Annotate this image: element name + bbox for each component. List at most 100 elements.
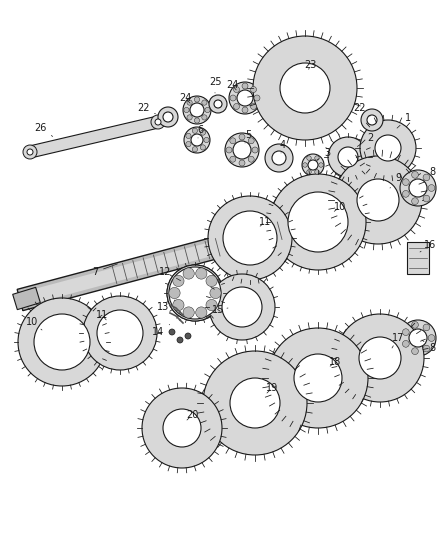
Circle shape: [222, 287, 262, 327]
Circle shape: [361, 109, 383, 131]
Circle shape: [194, 118, 200, 123]
Circle shape: [186, 141, 191, 147]
Text: 10: 10: [334, 202, 346, 212]
Circle shape: [409, 179, 427, 197]
Circle shape: [206, 300, 217, 311]
Circle shape: [251, 103, 257, 109]
Text: 26: 26: [34, 123, 53, 136]
Circle shape: [226, 147, 232, 153]
Text: 3: 3: [317, 148, 330, 160]
Circle shape: [169, 329, 175, 335]
Text: 10: 10: [26, 317, 42, 330]
Text: 9: 9: [390, 173, 401, 188]
Circle shape: [253, 36, 357, 140]
Text: 6: 6: [197, 125, 203, 138]
Circle shape: [307, 156, 311, 160]
Circle shape: [334, 156, 422, 244]
Circle shape: [209, 274, 275, 340]
Circle shape: [268, 328, 368, 428]
Circle shape: [254, 95, 260, 101]
Circle shape: [208, 196, 292, 280]
Polygon shape: [18, 221, 292, 307]
Text: 16: 16: [420, 240, 436, 252]
Circle shape: [242, 107, 248, 113]
Circle shape: [151, 115, 165, 129]
Circle shape: [409, 329, 427, 347]
Circle shape: [248, 156, 254, 162]
Circle shape: [182, 280, 208, 306]
Circle shape: [230, 95, 236, 101]
Circle shape: [163, 409, 201, 447]
Polygon shape: [17, 217, 293, 311]
Text: 23: 23: [304, 60, 316, 70]
Circle shape: [196, 307, 207, 318]
Circle shape: [183, 268, 194, 279]
Circle shape: [225, 133, 259, 167]
Circle shape: [359, 337, 401, 379]
Circle shape: [210, 287, 221, 298]
Circle shape: [192, 147, 198, 152]
Circle shape: [142, 388, 222, 468]
Text: 19: 19: [266, 383, 278, 393]
Circle shape: [186, 133, 191, 139]
Text: 1: 1: [397, 113, 411, 128]
Circle shape: [423, 195, 430, 202]
Text: 24: 24: [179, 93, 191, 103]
Circle shape: [158, 107, 178, 127]
Circle shape: [375, 135, 401, 161]
Circle shape: [272, 151, 286, 165]
Circle shape: [423, 174, 430, 181]
Circle shape: [203, 351, 307, 455]
Circle shape: [18, 298, 106, 386]
Circle shape: [173, 276, 184, 287]
Circle shape: [308, 160, 318, 170]
Circle shape: [97, 310, 143, 356]
Circle shape: [169, 287, 180, 298]
Circle shape: [400, 170, 436, 206]
Circle shape: [302, 154, 324, 176]
Circle shape: [239, 160, 245, 166]
Circle shape: [27, 149, 33, 155]
Circle shape: [423, 345, 430, 352]
Circle shape: [315, 156, 319, 160]
Circle shape: [428, 335, 435, 341]
Circle shape: [184, 127, 210, 153]
Circle shape: [155, 119, 161, 125]
Circle shape: [270, 174, 366, 270]
Text: 14: 14: [152, 325, 170, 337]
Circle shape: [230, 378, 280, 428]
Circle shape: [167, 265, 223, 321]
Circle shape: [403, 329, 409, 335]
Circle shape: [202, 115, 207, 120]
Text: 13: 13: [157, 300, 175, 312]
Text: 15: 15: [212, 305, 228, 315]
Circle shape: [251, 86, 257, 93]
Circle shape: [288, 192, 348, 252]
Text: 7: 7: [92, 264, 117, 277]
Circle shape: [400, 320, 436, 356]
Circle shape: [423, 324, 430, 331]
Circle shape: [242, 83, 248, 89]
Circle shape: [223, 211, 277, 265]
Circle shape: [202, 100, 207, 105]
Circle shape: [192, 128, 198, 133]
Bar: [407, 242, 429, 274]
Text: 22: 22: [137, 103, 155, 114]
Text: 8: 8: [424, 167, 435, 180]
Circle shape: [357, 179, 399, 221]
Circle shape: [315, 169, 319, 174]
Circle shape: [412, 198, 418, 205]
Circle shape: [177, 337, 183, 343]
Circle shape: [187, 100, 192, 105]
Text: 18: 18: [329, 357, 341, 367]
Text: 2: 2: [357, 133, 373, 147]
Text: 12: 12: [159, 267, 180, 281]
Circle shape: [336, 314, 424, 402]
Circle shape: [412, 348, 418, 354]
Text: 11: 11: [96, 310, 108, 320]
Text: 20: 20: [186, 410, 198, 420]
Circle shape: [233, 86, 240, 93]
Circle shape: [403, 341, 409, 347]
Circle shape: [204, 138, 209, 143]
Circle shape: [183, 96, 211, 124]
